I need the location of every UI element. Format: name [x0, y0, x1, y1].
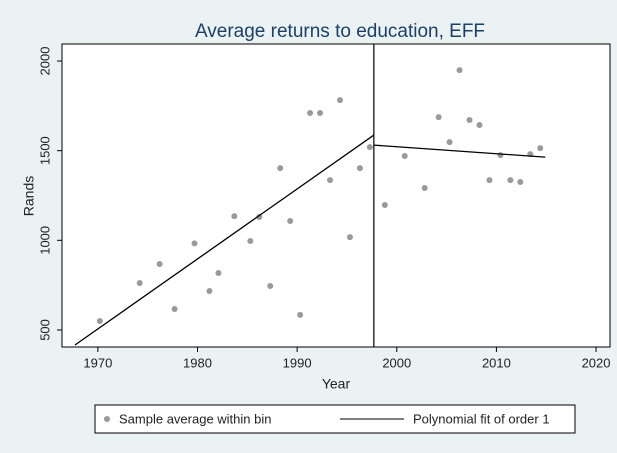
x-tick-label: 2020: [582, 355, 611, 370]
data-point: [136, 279, 143, 286]
fit-line: [373, 144, 546, 158]
data-point: [486, 177, 493, 184]
data-point: [537, 145, 544, 152]
data-point: [297, 311, 304, 318]
data-point: [191, 240, 198, 247]
data-point: [435, 114, 442, 121]
data-point: [421, 184, 428, 191]
y-tick-label: 1500: [37, 136, 52, 165]
data-point: [356, 165, 363, 172]
data-point: [497, 152, 504, 159]
x-tick-label: 1970: [83, 355, 112, 370]
fit-line: [74, 134, 375, 346]
plot-area: [61, 43, 611, 348]
data-point: [277, 165, 284, 172]
data-point: [507, 177, 514, 184]
data-point: [466, 117, 473, 124]
data-point: [247, 238, 254, 245]
data-point: [346, 234, 353, 241]
data-point: [456, 67, 463, 74]
data-point: [171, 305, 178, 312]
y-axis-label: Rands: [21, 176, 37, 216]
data-point: [517, 179, 524, 186]
x-tick-label: 1990: [283, 355, 312, 370]
data-point: [381, 202, 388, 209]
data-point: [446, 139, 453, 146]
data-point: [336, 97, 343, 104]
x-axis-label: Year: [322, 376, 351, 392]
data-point: [327, 177, 334, 184]
legend-marker: [104, 416, 110, 422]
x-tick-label: 2010: [482, 355, 511, 370]
data-point: [287, 217, 294, 224]
data-point: [156, 260, 163, 267]
y-tick-label: 2000: [37, 47, 52, 76]
chart-title: Average returns to education, EFF: [195, 21, 485, 42]
legend: [94, 404, 576, 434]
data-point: [401, 153, 408, 160]
y-tick-label: 1000: [37, 226, 52, 255]
data-point: [231, 213, 238, 220]
data-point: [267, 283, 274, 290]
x-tick-label: 1980: [183, 355, 212, 370]
data-point: [307, 110, 314, 117]
y-tick-label: 500: [37, 319, 52, 341]
x-tick-label: 2000: [382, 355, 411, 370]
data-point: [96, 318, 103, 325]
data-point: [256, 214, 263, 221]
data-point: [317, 110, 324, 117]
legend-label: Polynomial fit of order 1: [413, 411, 550, 426]
legend-label: Sample average within bin: [119, 411, 271, 426]
data-point: [206, 288, 213, 295]
data-point: [215, 269, 222, 276]
data-point: [476, 122, 483, 129]
data-point: [366, 144, 373, 151]
